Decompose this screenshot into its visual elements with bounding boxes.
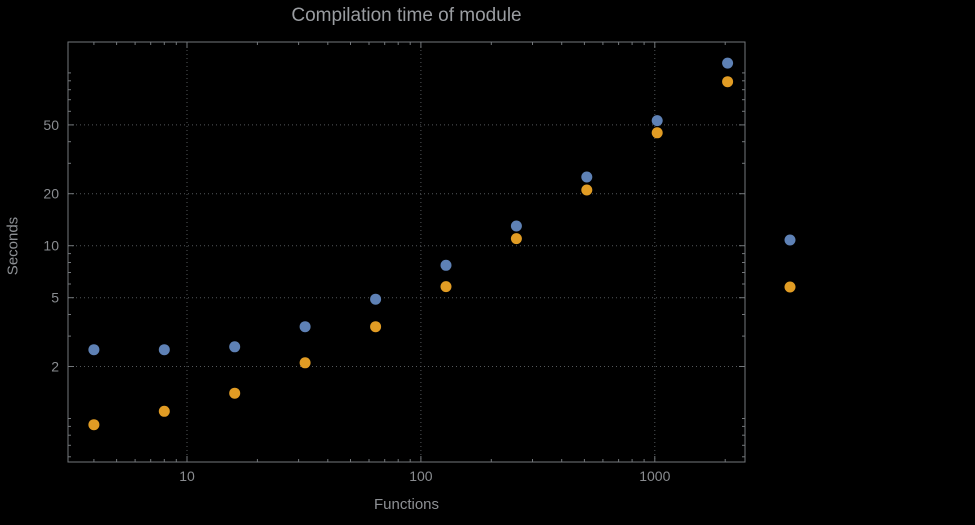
data-point-series-2-orange [299, 357, 311, 369]
data-point-series-2-orange [651, 127, 663, 139]
data-point-series-2-orange [158, 405, 170, 417]
data-point-series-2-orange [370, 321, 382, 333]
y-tick-label: 10 [43, 238, 59, 254]
legend-marker-1 [784, 234, 796, 246]
y-tick-label: 5 [51, 290, 59, 306]
data-point-series-1-blue [299, 321, 311, 333]
data-point-series-1-blue [722, 57, 734, 69]
data-point-series-2-orange [229, 387, 241, 399]
data-point-series-2-orange [440, 281, 452, 293]
data-point-series-2-orange [722, 76, 734, 88]
y-tick-label: 2 [51, 359, 59, 375]
data-point-series-2-orange [581, 184, 593, 196]
data-point-series-1-blue [651, 115, 663, 127]
data-point-series-2-orange [88, 419, 100, 431]
data-point-series-1-blue [581, 171, 593, 183]
data-point-series-1-blue [510, 220, 522, 232]
data-point-series-1-blue [88, 344, 100, 356]
x-tick-label: 1000 [639, 468, 670, 484]
data-point-series-2-orange [510, 233, 522, 245]
y-tick-label: 50 [43, 117, 59, 133]
x-axis-label: Functions [373, 496, 440, 513]
data-point-series-1-blue [229, 341, 241, 353]
data-point-series-1-blue [158, 344, 170, 356]
chart-title: Compilation time of module [291, 5, 522, 26]
plot-frame [67, 41, 746, 463]
x-tick-label: 10 [179, 468, 195, 484]
data-point-series-1-blue [370, 293, 382, 305]
data-point-series-1-blue [440, 259, 452, 271]
legend-marker-2 [784, 281, 796, 293]
x-tick-label: 100 [409, 468, 433, 484]
y-tick-label: 20 [43, 186, 59, 202]
